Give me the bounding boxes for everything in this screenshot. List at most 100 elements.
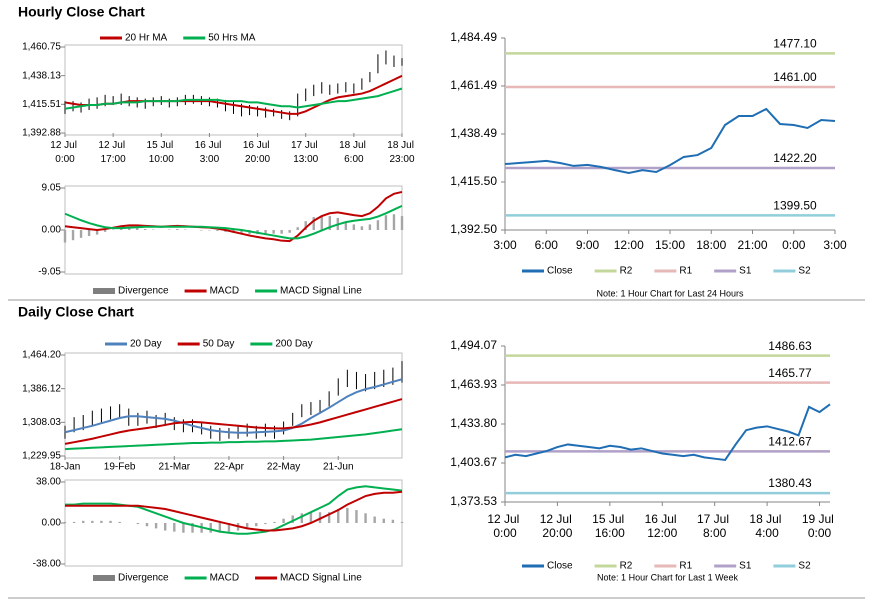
- divergence-bar: [182, 523, 184, 533]
- x-tick-label: 12 Jul 0:00: [487, 512, 522, 540]
- legend-label: R1: [679, 561, 692, 572]
- level-label: 1399.50: [773, 199, 817, 213]
- x-tick-label: 18-Jan: [50, 462, 81, 473]
- x-tick-label: 6:00: [535, 238, 559, 252]
- y-tick-label: 1,484.49: [450, 30, 497, 44]
- x-tick-label: 15 Jul 10:00: [147, 140, 176, 165]
- divergence-bar: [109, 521, 111, 523]
- series-line: [65, 399, 402, 444]
- divergence-bar: [173, 523, 175, 532]
- divergence-bar: [355, 510, 357, 523]
- x-tick-label: 18 Jul 23:00: [387, 140, 416, 165]
- x-tick-label: 21:00: [737, 238, 767, 252]
- x-tick-label: 16 Jul 3:00: [195, 140, 224, 165]
- y-tick-label: 1,461.49: [450, 78, 497, 92]
- legend-label: 50 Hrs MA: [208, 33, 256, 44]
- y-tick-label: 1,386.12: [22, 383, 61, 394]
- x-tick-label: 3:00: [493, 238, 517, 252]
- x-tick-label: 22-May: [267, 462, 300, 473]
- divergence-bar: [377, 220, 379, 230]
- divergence-bar: [321, 216, 323, 230]
- divergence-bar: [369, 224, 371, 230]
- divergence-bar: [288, 230, 290, 233]
- y-tick-label: 1,403.67: [450, 455, 497, 469]
- divergence-bar: [164, 523, 166, 531]
- y-tick-label: 1,494.07: [450, 338, 497, 352]
- divergence-bar: [282, 519, 284, 523]
- legend-label: Close: [547, 561, 573, 572]
- divergence-bar: [210, 523, 212, 533]
- x-tick-label: 16 Jul 12:00: [645, 512, 680, 540]
- divergence-bar: [273, 522, 275, 523]
- series-line: [65, 486, 402, 533]
- level-label: 1412.67: [768, 435, 812, 449]
- series-line: [65, 192, 402, 241]
- divergence-bar: [264, 523, 266, 524]
- divergence-bar: [80, 230, 82, 238]
- legend-label: R1: [679, 266, 692, 277]
- chart-note: Note: 1 Hour Chart for Last 24 Hours: [596, 288, 744, 298]
- x-tick-label: 15:00: [655, 238, 685, 252]
- divergence-bar: [272, 230, 274, 234]
- y-tick-label: -9.05: [38, 267, 61, 278]
- section-title: Hourly Close Chart: [18, 4, 145, 20]
- legend-label: MACD Signal Line: [280, 573, 362, 584]
- level-label: 1486.63: [768, 339, 812, 353]
- divergence-bar: [301, 513, 303, 523]
- divergence-bar: [216, 230, 218, 231]
- series-line: [65, 206, 402, 238]
- x-tick-label: 15 Jul 16:00: [592, 512, 627, 540]
- divergence-bar: [104, 230, 106, 232]
- divergence-bar: [118, 522, 120, 523]
- x-tick-label: 18 Jul 6:00: [339, 140, 368, 165]
- x-tick-label: 21-Mar: [158, 462, 190, 473]
- x-tick-label: 9:00: [576, 238, 600, 252]
- y-tick-label: 1,463.93: [450, 377, 497, 391]
- divergence-bar: [100, 521, 102, 523]
- section-title: Daily Close Chart: [18, 304, 134, 320]
- y-tick-label: 1,415.51: [22, 99, 61, 110]
- divergence-bar: [364, 513, 366, 523]
- x-tick-label: 12 Jul 20:00: [540, 512, 575, 540]
- divergence-bar: [64, 522, 66, 523]
- divergence-bar: [72, 230, 74, 240]
- legend-label: S1: [739, 266, 752, 277]
- x-tick-label: 12 Jul 17:00: [98, 140, 127, 165]
- y-tick-label: 1,464.20: [22, 350, 61, 361]
- x-tick-label: 3:00: [823, 238, 847, 252]
- divergence-bar: [373, 517, 375, 523]
- legend-label: Divergence: [118, 573, 169, 584]
- x-tick-label: 19 Jul 0:00: [802, 512, 837, 540]
- divergence-bar: [137, 523, 139, 524]
- divergence-bar: [393, 214, 395, 230]
- level-label: 1380.43: [768, 476, 812, 490]
- x-tick-label: 12:00: [614, 238, 644, 252]
- y-tick-label: 38.00: [36, 477, 61, 488]
- y-tick-label: 1,392.88: [22, 128, 61, 139]
- chart-note: Note: 1 Hour Chart for Last 1 Week: [597, 572, 738, 582]
- divergence-bar: [401, 522, 403, 523]
- x-tick-label: 22-Apr: [214, 462, 245, 473]
- series-line: [65, 492, 402, 531]
- legend-label: 20 Day: [130, 339, 162, 350]
- divergence-bar: [296, 227, 298, 230]
- level-label: 1461.00: [773, 70, 817, 84]
- y-tick-label: 1,308.03: [22, 417, 61, 428]
- divergence-bar: [353, 224, 355, 230]
- x-tick-label: 17 Jul 8:00: [697, 512, 732, 540]
- legend-label: R2: [620, 266, 633, 277]
- x-tick-label: 0:00: [782, 238, 806, 252]
- plot-frame: [65, 480, 402, 566]
- legend-swatch: [93, 288, 115, 294]
- divergence-bar: [280, 230, 282, 234]
- plot-frame: [65, 45, 402, 135]
- y-tick-label: 1,433.80: [450, 416, 497, 430]
- divergence-bar: [346, 508, 348, 523]
- divergence-bar: [91, 521, 93, 523]
- y-tick-label: 1,415.50: [450, 174, 497, 188]
- divergence-bar: [383, 519, 385, 523]
- x-tick-label: 16 Jul 20:00: [243, 140, 272, 165]
- divergence-bar: [176, 229, 178, 230]
- divergence-bar: [88, 230, 90, 236]
